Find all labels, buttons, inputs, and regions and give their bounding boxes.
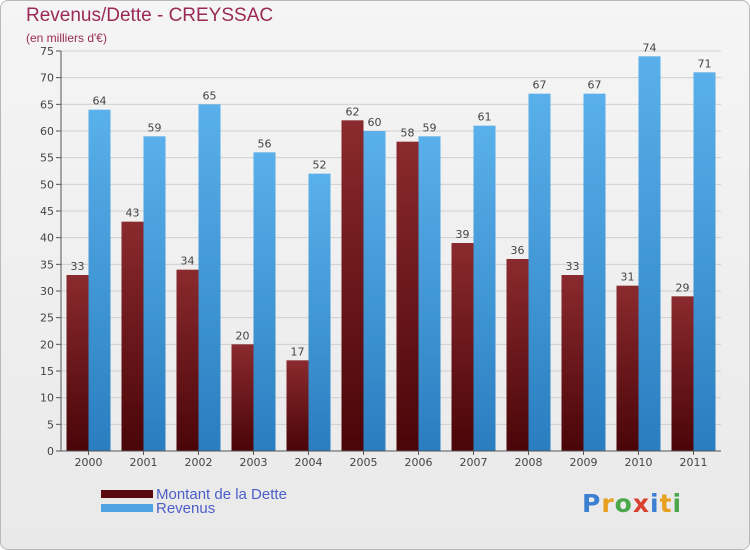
x-tick-label: 2003 <box>240 456 268 469</box>
data-label-revenus-2010: 74 <box>643 41 657 54</box>
legend-swatch-debt <box>101 490 153 498</box>
chart-title: Revenus/Dette - CREYSSAC <box>26 5 274 26</box>
y-tick-label: 10 <box>40 392 54 405</box>
x-tick-label: 2009 <box>570 456 598 469</box>
data-label-debt-2010: 31 <box>621 271 635 284</box>
y-tick-label: 25 <box>40 312 54 325</box>
y-tick-label: 40 <box>40 232 54 245</box>
data-label-revenus-2001: 59 <box>148 121 162 134</box>
bar-debt-2004 <box>286 360 309 451</box>
bar-debt-2011 <box>671 296 694 451</box>
logo-letter: P <box>582 489 602 518</box>
y-tick-label: 60 <box>40 125 54 138</box>
logo-letter: i <box>650 489 660 518</box>
y-tick-label: 0 <box>47 445 54 458</box>
bar-revenus-2000 <box>88 109 111 452</box>
data-label-debt-2005: 62 <box>346 105 360 118</box>
bar-debt-2010 <box>616 285 639 451</box>
bar-debt-2007 <box>451 243 474 451</box>
bar-debt-2002 <box>176 269 199 451</box>
proxiti-logo: Proxiti <box>582 489 682 518</box>
y-tick-label: 15 <box>40 365 54 378</box>
data-label-revenus-2009: 67 <box>588 79 602 92</box>
bar-debt-2009 <box>561 275 584 451</box>
legend-swatch-revenus <box>101 504 153 512</box>
y-tick-label: 70 <box>40 72 54 85</box>
logo-letter: o <box>614 489 633 518</box>
data-label-revenus-2002: 65 <box>203 89 217 102</box>
y-tick-label: 65 <box>40 98 54 111</box>
data-label-revenus-2000: 64 <box>93 95 107 108</box>
data-label-debt-2007: 39 <box>456 228 470 241</box>
data-label-revenus-2003: 56 <box>258 137 272 150</box>
logo-letter: i <box>672 489 683 518</box>
bar-debt-2000 <box>66 275 89 451</box>
data-label-debt-2002: 34 <box>181 255 195 268</box>
x-tick-label: 2011 <box>680 456 708 469</box>
bar-revenus-2006 <box>418 136 441 452</box>
x-tick-label: 2010 <box>625 456 653 469</box>
data-label-debt-2000: 33 <box>71 260 85 273</box>
x-tick-label: 2005 <box>350 456 378 469</box>
chart-subtitle: (en milliers d'€) <box>26 31 107 45</box>
y-tick-label: 30 <box>40 285 54 298</box>
x-tick-label: 2000 <box>75 456 103 469</box>
legend-label-revenus: Revenus <box>156 500 216 517</box>
x-tick-label: 2002 <box>185 456 213 469</box>
bar-revenus-2004 <box>308 173 331 451</box>
y-tick-label: 5 <box>47 418 54 431</box>
bar-debt-2001 <box>121 221 144 451</box>
bar-revenus-2005 <box>363 131 386 451</box>
data-label-debt-2008: 36 <box>511 244 525 257</box>
data-label-revenus-2008: 67 <box>533 79 547 92</box>
logo-letter: r <box>601 489 615 518</box>
data-label-debt-2001: 43 <box>126 207 140 220</box>
y-tick-label: 75 <box>40 45 54 58</box>
x-tick-label: 2001 <box>130 456 158 469</box>
logo-letter: t <box>659 489 673 518</box>
logo-letter: x <box>632 489 650 518</box>
bar-revenus-2007 <box>473 125 496 452</box>
x-tick-label: 2008 <box>515 456 543 469</box>
data-label-debt-2011: 29 <box>676 281 690 294</box>
bar-revenus-2010 <box>638 56 661 451</box>
data-label-debt-2003: 20 <box>236 329 250 342</box>
bar-debt-2005 <box>341 120 364 451</box>
bar-debt-2003 <box>231 344 254 451</box>
data-label-revenus-2005: 60 <box>368 116 382 129</box>
data-label-revenus-2004: 52 <box>313 159 327 172</box>
data-label-debt-2006: 58 <box>401 127 415 140</box>
bar-revenus-2008 <box>528 93 551 452</box>
data-label-revenus-2006: 59 <box>423 121 437 134</box>
legend-label-debt: Montant de la Dette <box>156 486 287 503</box>
data-label-debt-2004: 17 <box>291 345 305 358</box>
data-label-revenus-2007: 61 <box>478 111 492 124</box>
data-label-revenus-2011: 71 <box>698 57 712 70</box>
y-tick-label: 20 <box>40 338 54 351</box>
x-tick-label: 2007 <box>460 456 488 469</box>
data-label-debt-2009: 33 <box>566 260 580 273</box>
x-tick-label: 2006 <box>405 456 433 469</box>
y-tick-label: 45 <box>40 205 54 218</box>
bar-debt-2008 <box>506 259 529 451</box>
bar-revenus-2001 <box>143 136 166 452</box>
x-tick-label: 2004 <box>295 456 323 469</box>
bar-revenus-2009 <box>583 93 606 452</box>
y-tick-label: 35 <box>40 258 54 271</box>
y-tick-label: 50 <box>40 178 54 191</box>
bar-revenus-2003 <box>253 152 276 452</box>
y-tick-label: 55 <box>40 152 54 165</box>
bar-debt-2006 <box>396 141 419 451</box>
bar-revenus-2011 <box>693 72 716 451</box>
bar-revenus-2002 <box>198 104 221 451</box>
